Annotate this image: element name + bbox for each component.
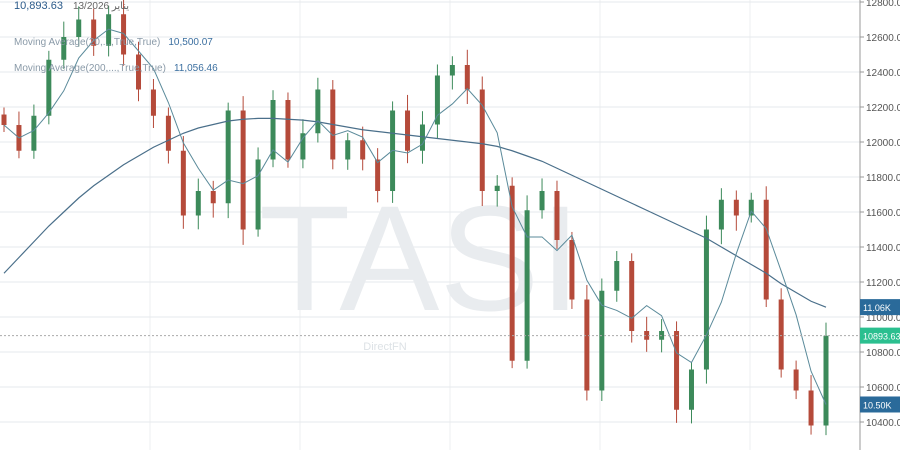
header-date: 13/2026 يناير [72,1,130,12]
candle-body [315,89,321,134]
candle-body [554,191,560,240]
y-tick-label: 10800.00 [866,348,900,359]
legend-ma200-name: Moving Average(200,...,True,True) [14,63,166,74]
candle-body [300,133,306,160]
candle-body [136,54,142,90]
candle-body [703,229,709,370]
candle-body [823,335,829,426]
candle-body [150,89,156,116]
candle-body [479,89,485,191]
sub-watermark: DirectFN [363,341,406,353]
candle-body [195,191,201,216]
candle-body [763,199,769,300]
candle-body [76,19,82,37]
candle-body [121,14,127,55]
candle-body [46,59,52,116]
candle-body [449,65,455,76]
candle-body [180,150,186,216]
watermark: TASI [259,174,581,342]
candle-body [419,124,425,151]
candle-body [210,191,216,204]
candle-body [255,159,261,230]
y-tick-label: 12600.00 [866,33,900,44]
candle-body [61,37,67,60]
y-tick-label: 12200.00 [866,103,900,114]
ma200-tag: 11.06K [863,303,891,313]
legend-ma20: Moving Average(20,...,True,True) 10,500.0… [14,37,213,48]
candle-body [360,140,366,160]
y-tick-label: 11800.00 [866,173,900,184]
candle-body [584,299,590,391]
candle-body [405,110,411,151]
candle-body [778,299,784,370]
legend-ma200-value: 11,056.46 [173,63,218,74]
candle-body [748,199,754,216]
candle-body [614,261,620,291]
ma20-tag: 10.50K [863,400,892,410]
ma20-tag-bg [860,396,900,413]
candle-body [494,185,500,191]
y-tick-label: 12000.00 [866,138,900,149]
y-tick-label: 10400.00 [866,418,900,429]
candle-body [539,191,545,211]
y-tick-label: 12400.00 [866,68,900,79]
candle-body [599,290,605,391]
candle-body [464,65,470,90]
candle-body [509,185,515,361]
last-price-tag: 10893.63 [863,332,900,342]
candle-body [345,140,351,160]
y-tick-label: 12800.00 [866,0,900,9]
candle-body [434,75,440,125]
candle-body [718,199,724,230]
candle-body [793,369,799,391]
candle-body [225,110,231,204]
header-price: 10,893.63 [14,0,63,12]
legend-ma200: Moving Average(200,...,True,True) 11,056.… [14,63,218,74]
y-tick-label: 11400.00 [866,243,900,254]
candle-body [375,159,381,191]
ma200-line [3,117,827,308]
candle-body [629,261,635,331]
candle-body [240,110,246,230]
legend-ma20-value: 10,500.07 [168,37,213,48]
last-price-tag-bg [860,327,900,344]
candle-body [569,240,575,300]
candle-body [524,210,530,361]
candle-body [688,369,694,410]
candle-body [31,115,37,151]
candle-body [91,19,97,46]
candle-body [1,114,7,126]
candle-body [674,331,680,410]
candle-body [644,331,650,340]
y-tick-label: 11600.00 [866,208,900,219]
candle-body [106,14,112,46]
ma200-tag-bg [860,299,900,316]
legend-ma20-name: Moving Average(20,...,True,True) [14,37,161,48]
y-tick-label: 11000.00 [866,313,900,324]
ma20-line [3,28,827,405]
candle-body [165,115,171,151]
y-tick-label: 10600.00 [866,383,900,394]
header-legend: 10,893.63 13/2026 يناير [14,0,129,12]
candle-body [285,100,291,160]
candle-body [808,390,814,426]
y-tick-label: 11200.00 [866,278,900,289]
candle-body [733,199,739,216]
candle-body [270,100,276,160]
